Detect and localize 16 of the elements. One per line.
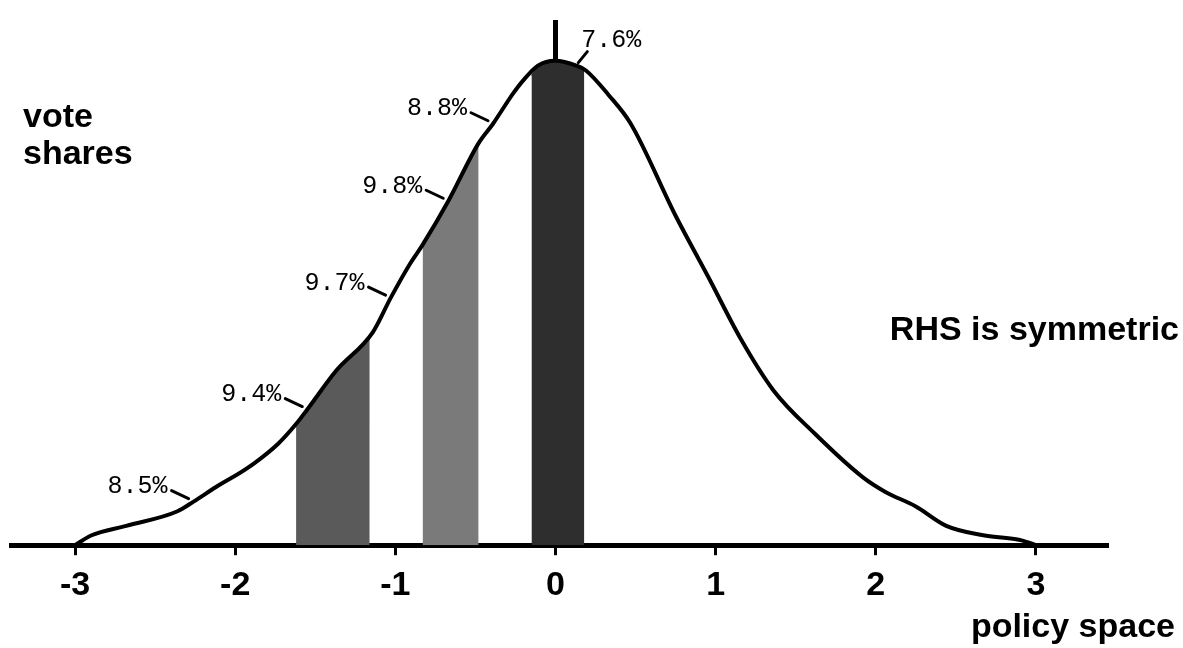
x-tick-label: 0 (546, 563, 565, 602)
x-tick-label: 3 (1026, 563, 1046, 602)
annotation: 9.8% (362, 171, 424, 201)
x-tick-label: -1 (380, 563, 411, 602)
annotation: 8.5% (107, 472, 169, 502)
annotation: 9.4% (221, 380, 283, 410)
x-tick-label: -3 (59, 563, 91, 602)
x-axis-title: policy space (970, 606, 1175, 644)
x-tick-label: -2 (220, 563, 251, 602)
x-tick-label: 1 (706, 563, 726, 602)
annotation: 7.6% (581, 25, 643, 55)
annotation: RHS is symmetric (889, 309, 1179, 348)
y-axis-title: vote shares (23, 96, 133, 171)
x-tick-label: 2 (866, 563, 886, 602)
annotation: 9.7% (304, 268, 366, 298)
annotation: 8.8% (407, 94, 469, 124)
